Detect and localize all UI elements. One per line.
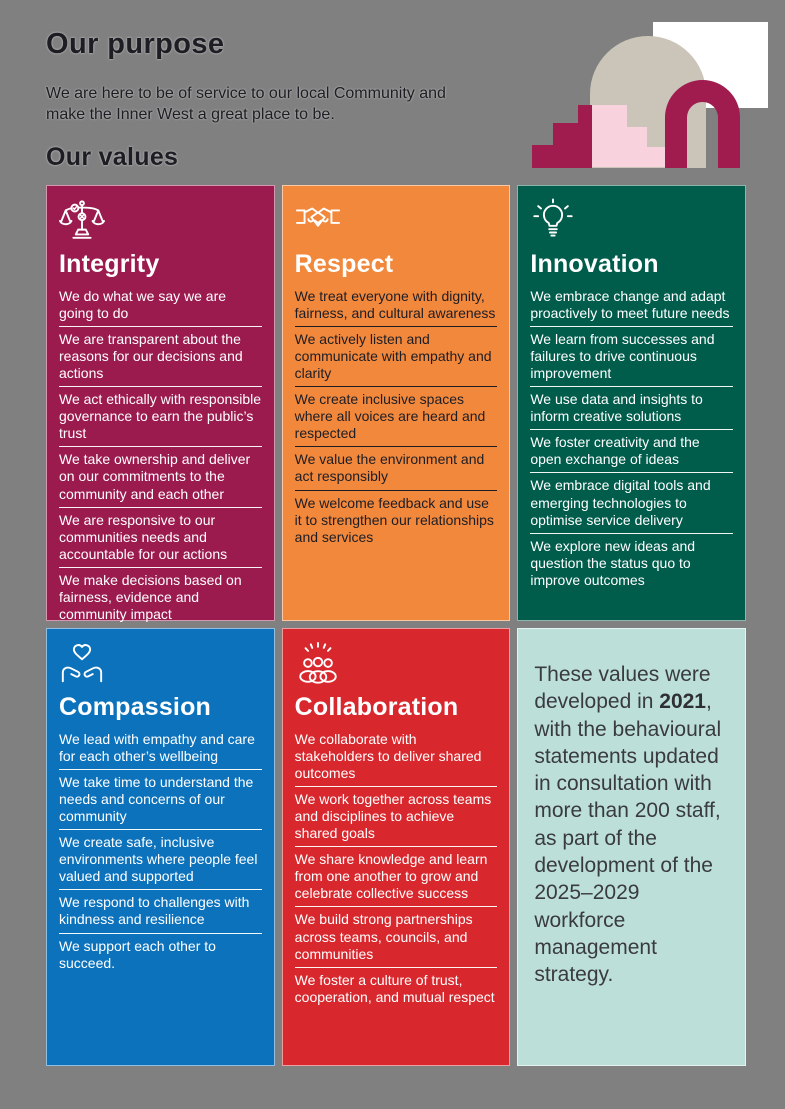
divider <box>59 889 262 891</box>
value-statement: We treat everyone with dignity, fairness… <box>294 287 496 321</box>
divider <box>294 966 498 968</box>
value-card-respect: Respect We treat everyone with dignity, … <box>281 185 511 621</box>
divider <box>59 506 262 508</box>
divider <box>59 566 262 568</box>
values-title: Our values <box>46 143 179 172</box>
value-statement: We lead with empathy and care for each o… <box>59 730 255 764</box>
hero-arches-graphic <box>530 8 770 168</box>
divider <box>530 532 733 534</box>
pink-stairs-shape <box>592 105 665 167</box>
values-note-card: These values were developed in 2021, wit… <box>517 628 746 1066</box>
value-statement: We are transparent about the reasons for… <box>59 330 243 382</box>
value-statement: We foster creativity and the open exchan… <box>530 434 700 468</box>
card-title: Compassion <box>59 693 212 721</box>
value-statement: We learn from successes and failures to … <box>530 330 715 382</box>
divider <box>294 386 498 388</box>
value-card-innovation: Innovation We embrace change and adapt p… <box>517 185 746 621</box>
divider <box>530 325 733 327</box>
value-statement: We explore new ideas and question the st… <box>530 537 696 588</box>
value-statement: We welcome feedback and use it to streng… <box>294 494 494 545</box>
value-statement: We collaborate with stakeholders to deli… <box>294 730 482 781</box>
divider <box>294 325 498 327</box>
value-statement: We respond to challenges with kindness a… <box>59 894 250 928</box>
card-title: Integrity <box>59 250 160 278</box>
value-statement: We are responsive to our communities nee… <box>59 511 228 562</box>
note-segment: These values were developed in <box>534 663 711 714</box>
value-statement: We value the environment and act respons… <box>294 451 485 485</box>
note-segment: , with the behavioural statements update… <box>534 690 722 987</box>
divider <box>294 489 498 491</box>
divider <box>59 829 262 831</box>
value-statement: We foster a culture of trust, cooperatio… <box>294 971 495 1005</box>
value-statement: We create safe, inclusive environments w… <box>59 834 258 885</box>
value-statement: We create inclusive spaces where all voi… <box>294 391 486 442</box>
value-statement: We take ownership and deliver on our com… <box>59 451 251 502</box>
value-statement: We work together across teams and discip… <box>294 790 492 842</box>
handshake-icon <box>295 198 341 244</box>
divider <box>59 932 262 934</box>
lightbulb-icon <box>530 198 576 244</box>
divider <box>59 446 262 448</box>
card-title: Innovation <box>530 250 659 278</box>
card-title: Collaboration <box>294 693 459 721</box>
value-card-integrity: Integrity We do what we say we are going… <box>46 185 275 622</box>
value-statement: We take time to understand the needs and… <box>59 773 254 825</box>
page-header: Our purpose We are here to be of service… <box>46 28 526 172</box>
divider <box>59 386 262 388</box>
value-statement: We share knowledge and learn from one an… <box>294 851 488 902</box>
arches-illustration <box>532 22 768 168</box>
values-grid: Integrity We do what we say we are going… <box>46 185 746 1066</box>
purpose-title: Our purpose <box>46 28 225 60</box>
divider <box>530 429 733 431</box>
purpose-body: We are here to be of service to our loca… <box>46 85 446 124</box>
divider <box>59 768 262 770</box>
divider <box>530 472 733 474</box>
divider <box>59 325 262 327</box>
value-statement: We act ethically with responsible govern… <box>59 391 262 442</box>
value-statement: We actively listen and communicate with … <box>294 330 492 382</box>
crimson-arch-shape <box>665 80 740 168</box>
divider <box>294 785 498 787</box>
hands-heart-icon <box>59 641 105 687</box>
divider <box>294 906 498 908</box>
value-statement: We make decisions based on fairness, evi… <box>59 571 242 622</box>
card-title: Respect <box>294 250 394 278</box>
value-card-compassion: Compassion We lead with empathy and care… <box>46 628 275 1066</box>
crimson-stairs-shape <box>532 105 592 168</box>
value-statement: We embrace digital tools and emerging te… <box>530 477 711 528</box>
value-statement: We use data and insights to inform creat… <box>530 391 703 425</box>
value-statement: We embrace change and adapt proactively … <box>530 287 730 321</box>
scales-icon <box>59 198 105 244</box>
divider <box>530 386 733 388</box>
value-statement: We build strong partnerships across team… <box>294 911 473 962</box>
divider <box>294 846 498 848</box>
note-text: These values were developed in 2021, wit… <box>534 661 725 989</box>
value-card-collaboration: Collaboration We collaborate with stakeh… <box>281 628 511 1066</box>
people-icon <box>295 641 341 687</box>
value-statement: We support each other to succeed. <box>59 937 216 971</box>
value-statement: We do what we say we are going to do <box>59 287 227 321</box>
note-segment-bold: 2021 <box>659 690 706 714</box>
divider <box>294 446 498 448</box>
